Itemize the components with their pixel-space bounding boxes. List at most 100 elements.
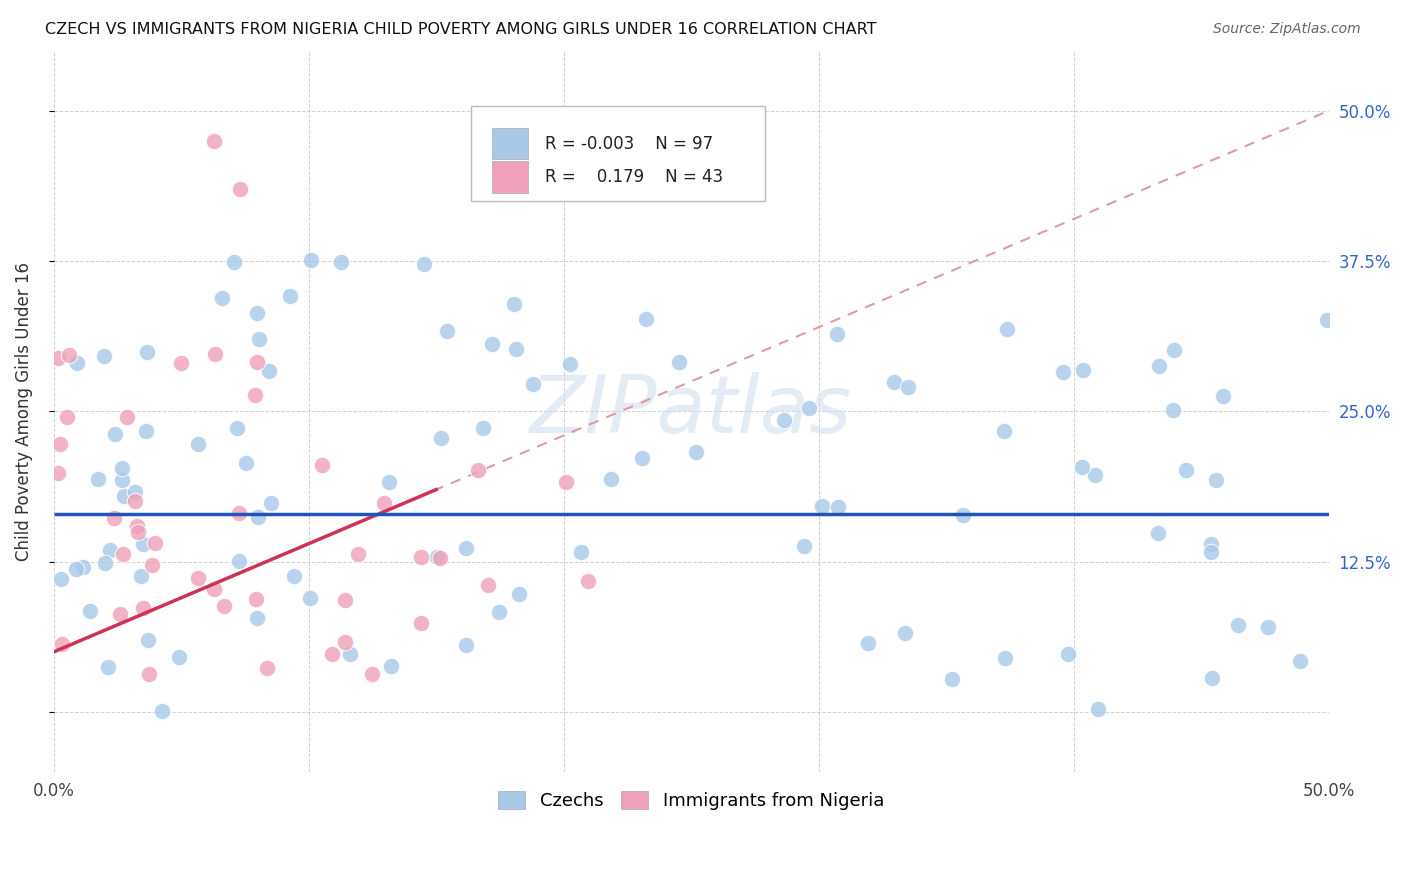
Point: [51, 572, 73, 586]
Point: [143, 535, 166, 549]
Point: [508, 587, 530, 601]
Point: [98, 543, 121, 558]
Point: [135, 345, 157, 359]
Point: [1161, 403, 1184, 417]
Point: [97, 660, 120, 674]
Point: [454, 638, 477, 652]
Text: CZECH VS IMMIGRANTS FROM NIGERIA CHILD POVERTY AMONG GIRLS UNDER 16 CORRELATION : CZECH VS IMMIGRANTS FROM NIGERIA CHILD P…: [45, 22, 876, 37]
Point: [1057, 647, 1080, 661]
Point: [93, 556, 115, 570]
Text: R = -0.003    N = 97: R = -0.003 N = 97: [544, 135, 713, 153]
Point: [110, 473, 132, 487]
Point: [569, 545, 592, 559]
Y-axis label: Child Poverty Among Girls Under 16: Child Poverty Among Girls Under 16: [15, 262, 32, 561]
Point: [560, 357, 582, 371]
Point: [411, 550, 433, 565]
Point: [897, 380, 920, 394]
Point: [167, 649, 190, 664]
Point: [170, 356, 193, 370]
Point: [311, 458, 333, 472]
Point: [280, 289, 302, 303]
FancyBboxPatch shape: [492, 161, 529, 193]
Point: [994, 650, 1017, 665]
Point: [256, 661, 278, 675]
Point: [246, 306, 269, 320]
Point: [1147, 359, 1170, 374]
Point: [259, 364, 281, 378]
Point: [124, 485, 146, 500]
Point: [127, 524, 149, 539]
Point: [333, 634, 356, 648]
Point: [228, 554, 250, 568]
Point: [1316, 313, 1339, 327]
Point: [283, 569, 305, 583]
Point: [93, 349, 115, 363]
Point: [827, 500, 849, 515]
Point: [112, 489, 135, 503]
Point: [993, 424, 1015, 438]
Point: [995, 322, 1018, 336]
Point: [246, 611, 269, 625]
Point: [138, 667, 160, 681]
Point: [66, 356, 89, 370]
Point: [1052, 365, 1074, 379]
Point: [108, 607, 131, 621]
Point: [467, 463, 489, 477]
Point: [129, 569, 152, 583]
Point: [1289, 653, 1312, 667]
Point: [299, 253, 322, 268]
Point: [46, 351, 69, 365]
Point: [522, 376, 544, 391]
Point: [600, 472, 623, 486]
Point: [1199, 545, 1222, 559]
Point: [1205, 473, 1227, 487]
Point: [793, 539, 815, 553]
Point: [58, 348, 80, 362]
Point: [135, 425, 157, 439]
Point: [46, 466, 69, 480]
Point: [228, 506, 250, 520]
Point: [825, 327, 848, 342]
Point: [636, 312, 658, 326]
Point: [260, 495, 283, 509]
Text: R =    0.179    N = 43: R = 0.179 N = 43: [544, 168, 723, 186]
FancyBboxPatch shape: [471, 106, 765, 201]
Point: [187, 571, 209, 585]
Point: [685, 444, 707, 458]
Point: [187, 436, 209, 450]
Point: [247, 510, 270, 524]
Point: [150, 704, 173, 718]
Point: [502, 297, 524, 311]
Point: [86, 472, 108, 486]
Point: [51, 637, 73, 651]
Point: [488, 605, 510, 619]
Point: [412, 257, 434, 271]
Legend: Czechs, Immigrants from Nigeria: Czechs, Immigrants from Nigeria: [491, 783, 891, 817]
Point: [429, 551, 451, 566]
Point: [347, 548, 370, 562]
Point: [243, 388, 266, 402]
Point: [1199, 537, 1222, 551]
Point: [811, 500, 834, 514]
Text: ZIPatlas: ZIPatlas: [530, 372, 852, 450]
Point: [79, 604, 101, 618]
Point: [894, 626, 917, 640]
Point: [456, 541, 478, 555]
Point: [1071, 460, 1094, 475]
Point: [360, 667, 382, 681]
Point: [136, 632, 159, 647]
Point: [1226, 618, 1249, 632]
Point: [124, 493, 146, 508]
Point: [103, 511, 125, 525]
Point: [941, 672, 963, 686]
Point: [471, 421, 494, 435]
Point: [335, 593, 357, 607]
Point: [72, 560, 94, 574]
Point: [204, 346, 226, 360]
Point: [131, 537, 153, 551]
Text: Source: ZipAtlas.com: Source: ZipAtlas.com: [1213, 22, 1361, 37]
Point: [127, 519, 149, 533]
Point: [554, 475, 576, 489]
Point: [115, 409, 138, 424]
Point: [247, 332, 270, 346]
